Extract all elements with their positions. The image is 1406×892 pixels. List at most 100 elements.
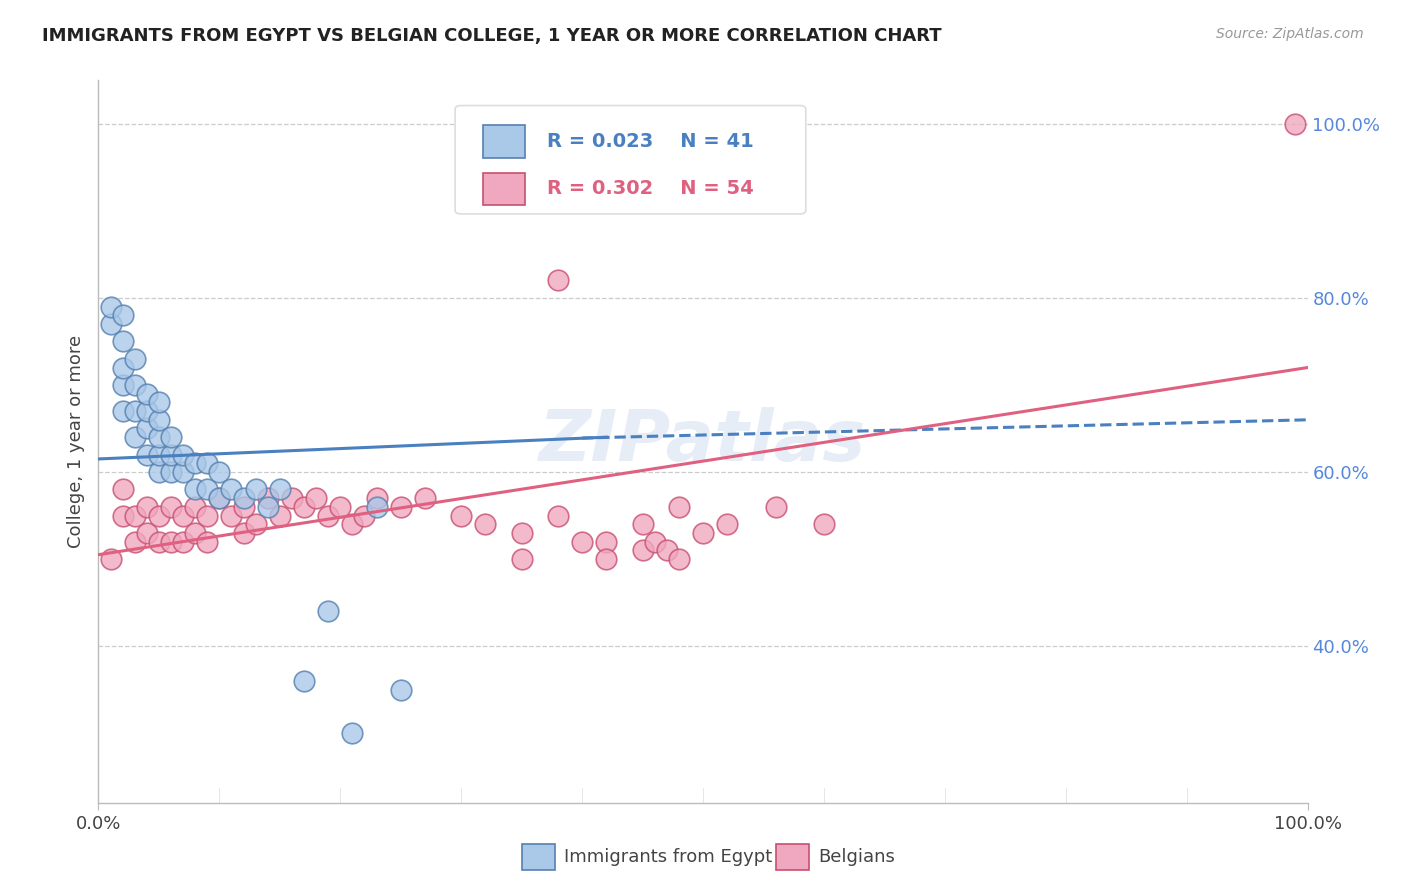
Point: [692, 525, 714, 540]
Point: [281, 491, 304, 505]
Point: [160, 500, 183, 514]
Text: Immigrants from Egypt: Immigrants from Egypt: [564, 848, 772, 866]
Text: R = 0.302    N = 54: R = 0.302 N = 54: [547, 179, 754, 198]
Point: [813, 517, 835, 532]
Point: [135, 448, 157, 462]
Text: R = 0.023    N = 41: R = 0.023 N = 41: [547, 132, 754, 151]
FancyBboxPatch shape: [482, 173, 526, 205]
Point: [195, 483, 218, 497]
Point: [148, 508, 170, 523]
Point: [111, 360, 134, 375]
Point: [111, 334, 134, 349]
Text: IMMIGRANTS FROM EGYPT VS BELGIAN COLLEGE, 1 YEAR OR MORE CORRELATION CHART: IMMIGRANTS FROM EGYPT VS BELGIAN COLLEGE…: [42, 27, 942, 45]
Point: [655, 543, 678, 558]
FancyBboxPatch shape: [522, 844, 555, 870]
Point: [148, 465, 170, 479]
Point: [474, 517, 496, 532]
Point: [269, 508, 291, 523]
Point: [389, 682, 412, 697]
Point: [100, 552, 122, 566]
Point: [195, 508, 218, 523]
Point: [269, 483, 291, 497]
Point: [221, 483, 243, 497]
Point: [232, 500, 254, 514]
Point: [668, 552, 690, 566]
Point: [256, 491, 278, 505]
Point: [124, 351, 146, 366]
Point: [342, 726, 364, 740]
Point: [221, 508, 243, 523]
Point: [366, 491, 388, 505]
Point: [644, 534, 666, 549]
Point: [172, 465, 194, 479]
Point: [256, 500, 278, 514]
Point: [765, 500, 787, 514]
Point: [111, 308, 134, 322]
Point: [111, 508, 134, 523]
Point: [342, 517, 364, 532]
Point: [148, 534, 170, 549]
Point: [135, 421, 157, 435]
Text: Belgians: Belgians: [818, 848, 894, 866]
Point: [148, 395, 170, 409]
Point: [208, 465, 231, 479]
Point: [450, 508, 472, 523]
Point: [172, 534, 194, 549]
Point: [148, 413, 170, 427]
Point: [160, 448, 183, 462]
Point: [245, 517, 267, 532]
Point: [305, 491, 328, 505]
Point: [172, 448, 194, 462]
Point: [413, 491, 436, 505]
Point: [353, 508, 375, 523]
Text: ZIPatlas: ZIPatlas: [540, 407, 866, 476]
Point: [124, 508, 146, 523]
Point: [172, 508, 194, 523]
Point: [111, 483, 134, 497]
Point: [184, 525, 207, 540]
Point: [595, 534, 617, 549]
Point: [160, 465, 183, 479]
Point: [329, 500, 352, 514]
Point: [232, 525, 254, 540]
FancyBboxPatch shape: [776, 844, 810, 870]
Point: [1284, 117, 1306, 131]
Point: [184, 500, 207, 514]
Point: [292, 673, 315, 688]
Point: [631, 517, 654, 532]
Point: [716, 517, 738, 532]
Point: [389, 500, 412, 514]
Point: [100, 317, 122, 331]
Point: [195, 534, 218, 549]
Point: [135, 386, 157, 401]
Point: [184, 483, 207, 497]
Point: [245, 483, 267, 497]
Point: [316, 604, 339, 618]
FancyBboxPatch shape: [482, 125, 526, 158]
Point: [208, 491, 231, 505]
Point: [547, 273, 569, 287]
Point: [148, 448, 170, 462]
Point: [160, 534, 183, 549]
Point: [124, 378, 146, 392]
Point: [208, 491, 231, 505]
Point: [148, 430, 170, 444]
Point: [232, 491, 254, 505]
FancyBboxPatch shape: [456, 105, 806, 214]
Point: [135, 500, 157, 514]
Point: [366, 500, 388, 514]
Point: [195, 456, 218, 470]
Point: [571, 534, 593, 549]
Point: [510, 552, 533, 566]
Point: [124, 430, 146, 444]
Point: [124, 404, 146, 418]
Point: [316, 508, 339, 523]
Y-axis label: College, 1 year or more: College, 1 year or more: [66, 335, 84, 548]
Point: [100, 300, 122, 314]
Point: [111, 404, 134, 418]
Point: [547, 508, 569, 523]
Point: [668, 500, 690, 514]
Point: [292, 500, 315, 514]
Point: [135, 404, 157, 418]
Point: [135, 525, 157, 540]
